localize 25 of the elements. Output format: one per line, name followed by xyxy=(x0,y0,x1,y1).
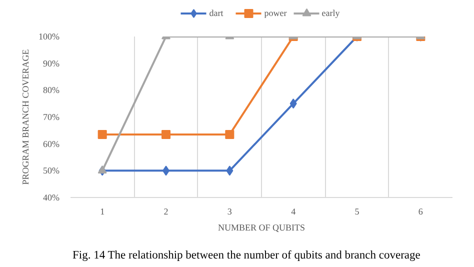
legend-label: early xyxy=(322,8,341,18)
y-tick-label: 90% xyxy=(43,58,60,68)
x-tick-label: 1 xyxy=(100,206,105,216)
point xyxy=(162,130,170,139)
point xyxy=(225,130,234,139)
x-tick-label: 3 xyxy=(227,206,232,216)
x-axis-title: NUMBER OF QUBITS xyxy=(218,222,306,232)
y-tick-label: 50% xyxy=(43,166,60,176)
x-tick-label: 5 xyxy=(354,206,360,216)
legend-label: power xyxy=(264,8,287,18)
y-tick-label: 70% xyxy=(43,112,60,122)
point xyxy=(98,166,107,174)
y-tick-label: 60% xyxy=(43,138,60,149)
point xyxy=(226,166,234,176)
caption: Fig. 14 The relationship between the number of qubits and branch coverage xyxy=(72,250,420,262)
y-tick-label: 40% xyxy=(43,192,60,202)
x-tick-label: 6 xyxy=(418,206,424,216)
y-tick-label: 100% xyxy=(38,32,60,42)
y-tick-label: 80% xyxy=(43,85,60,96)
x-tick-label: 2 xyxy=(164,206,168,216)
point xyxy=(290,98,297,109)
y-axis-title: PROGRAM BRANCH COVERAGE xyxy=(20,48,31,185)
legend-label: dart xyxy=(209,8,224,18)
point xyxy=(98,130,107,139)
x-tick-label: 4 xyxy=(291,206,296,216)
